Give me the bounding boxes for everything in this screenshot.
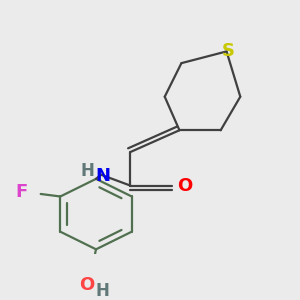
Text: H: H bbox=[80, 162, 94, 180]
Text: N: N bbox=[95, 167, 110, 185]
Text: F: F bbox=[15, 183, 27, 201]
Text: O: O bbox=[177, 177, 192, 195]
Text: O: O bbox=[80, 275, 95, 293]
Text: S: S bbox=[222, 42, 235, 60]
Text: H: H bbox=[96, 282, 110, 300]
